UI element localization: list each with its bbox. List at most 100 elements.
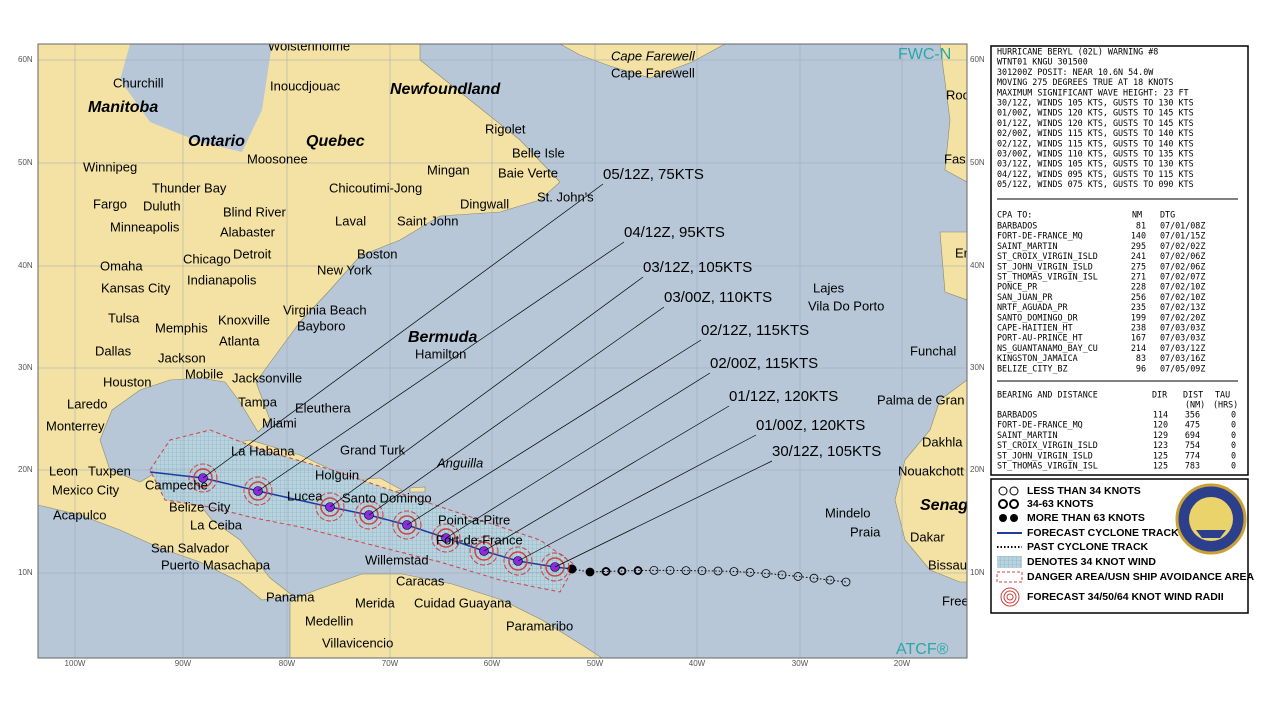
lat-label: 40N (18, 261, 33, 270)
place-label: Medellin (305, 613, 353, 628)
bearing-cell: 114 (1153, 410, 1168, 420)
warning-line: 05/12Z, WINDS 075 KTS, GUSTS TO 090 KTS (997, 179, 1194, 189)
forecast-label: 01/00Z, 120KTS (756, 417, 865, 434)
wind-radius (545, 557, 565, 577)
leader-line (406, 339, 702, 526)
lat-label: 60N (970, 55, 985, 64)
leader-line (368, 306, 665, 516)
place-label: St. John's (537, 189, 594, 204)
bearing-cell: 356 (1185, 410, 1200, 420)
warning-line: 04/12Z, WINDS 095 KTS, GUSTS TO 115 KTS (997, 169, 1194, 179)
place-label: Chicoutimi-Jong (329, 180, 422, 195)
place-label: Bissau (928, 557, 967, 572)
bearing-cell: BARBADOS (997, 410, 1037, 420)
place-label: Virginia Beach (283, 302, 367, 317)
current-position (567, 564, 577, 574)
cpa-cell: 83 (1136, 353, 1146, 363)
cpa-cell: 228 (1131, 282, 1146, 292)
past-position (585, 567, 595, 577)
past-position (841, 577, 851, 587)
place-label: New York (317, 262, 372, 277)
cpa-cell: 07/02/02Z (1160, 241, 1205, 251)
place-label: Dakar (910, 529, 945, 544)
cpa-cell: 07/01/15Z (1160, 231, 1205, 241)
bearing-cell: 0 (1231, 461, 1236, 471)
cpa-cell: SAINT_MARTIN (997, 241, 1058, 251)
place-label: Blind River (223, 204, 287, 219)
place-label: Alabaster (220, 224, 276, 239)
cpa-cell: 07/02/06Z (1160, 251, 1205, 261)
place-label: Jacksonville (232, 370, 302, 385)
warning-box (990, 45, 1249, 476)
forecast-label: 03/00Z, 110KTS (664, 289, 772, 306)
bearing-cell: ST_JOHN_VIRGIN_ISLD (997, 450, 1093, 460)
place-label: Holguin (315, 467, 359, 482)
leader-line (517, 434, 757, 562)
cpa-cell: 275 (1131, 261, 1146, 271)
bearing-cell: 129 (1153, 430, 1168, 440)
place-label: Winnipeg (83, 159, 137, 174)
lon-label: 80W (279, 659, 296, 668)
place-label: Praia (850, 524, 881, 539)
graticule (38, 44, 967, 658)
cpa-cell: 07/02/06Z (1160, 261, 1205, 271)
cpa-cell: 07/02/10Z (1160, 292, 1205, 302)
cpa-cell: 96 (1136, 363, 1146, 373)
past-position (601, 567, 611, 576)
cpa-cell: BARBADOS (997, 221, 1037, 231)
warning-line: 03/12Z, WINDS 105 KTS, GUSTS TO 130 KTS (997, 159, 1194, 169)
place-label: Dakhla (922, 434, 963, 449)
place-label: Houston (103, 374, 151, 389)
place-label: Belize City (169, 499, 231, 514)
leader-line (445, 372, 711, 539)
forecast-label: 30/12Z, 105KTS (772, 443, 881, 460)
cpa-cell: 07/03/03Z (1160, 323, 1205, 333)
leader-line (554, 460, 773, 568)
place-label: San Salvador (151, 540, 230, 555)
place-label: Kansas City (101, 280, 171, 295)
cpa-cell: PORT-AU-PRINCE_HT (997, 333, 1083, 343)
wind-radius (193, 468, 213, 488)
credit: ATCF® (896, 641, 949, 658)
bearing-cell: 125 (1153, 450, 1168, 460)
forecast-label: 02/12Z, 115KTS (701, 322, 809, 339)
leader-line (483, 405, 730, 552)
legend-label: 34-63 KNOTS (1027, 498, 1094, 510)
place-label: Tampa (238, 394, 278, 409)
warning-line: 301200Z POSIT: NEAR 10.6N 54.0W (997, 67, 1154, 77)
bearing-cell: 120 (1153, 420, 1168, 430)
place-label: Paramaribo (506, 618, 573, 633)
warning-line: WTNT01 KNGU 301500 (997, 57, 1088, 67)
wind-radius (469, 536, 499, 566)
cpa-cell: ST_JOHN_VIRGIN_ISLD (997, 261, 1093, 271)
cpa-cell: 07/03/12Z (1160, 343, 1205, 353)
wind-radius (315, 492, 345, 522)
bearing-cell: 694 (1185, 430, 1200, 440)
warning-line: 02/00Z, WINDS 115 KTS, GUSTS TO 140 KTS (997, 128, 1194, 138)
place-label: Omaha (100, 258, 143, 273)
place-label: Willemstad (365, 552, 429, 567)
cpa-cell: 07/03/03Z (1160, 333, 1205, 343)
place-label: Eleuthera (295, 400, 351, 415)
lat-label: 60N (18, 55, 33, 64)
cpa-cell: 07/02/13Z (1160, 302, 1205, 312)
wind-radius (320, 497, 340, 517)
cpa-cell: 07/02/20Z (1160, 312, 1205, 322)
place-label: Cape Farewell (611, 48, 696, 63)
cpa-cell: 199 (1131, 312, 1146, 322)
wind-radius (354, 500, 384, 530)
place-label: Baie Verte (498, 165, 558, 180)
wind-radius (474, 541, 494, 561)
past-position (649, 565, 659, 575)
past-position (681, 566, 691, 576)
lat-label: 30N (970, 363, 985, 372)
forecast-label: 03/12Z, 105KTS (643, 259, 752, 276)
cpa-header: CPA TO: (997, 210, 1032, 220)
lon-label: 70W (382, 659, 399, 668)
cpa-header: NM (1132, 210, 1142, 220)
legend-label: FORECAST CYCLONE TRACK (1027, 527, 1179, 539)
place-label: Rigolet (485, 121, 526, 136)
past-position (793, 572, 803, 581)
place-label: Cuidad Guayana (414, 595, 512, 610)
